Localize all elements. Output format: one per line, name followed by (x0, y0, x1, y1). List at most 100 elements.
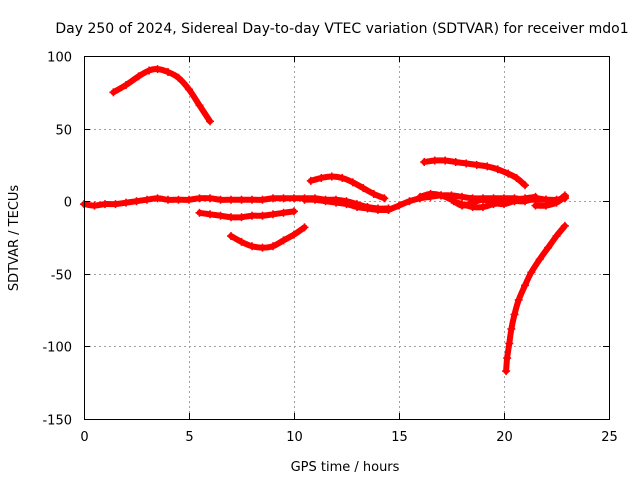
data-point (279, 194, 288, 203)
data-point (560, 192, 569, 201)
data-point (369, 189, 378, 198)
data-point (248, 242, 256, 251)
data-point (290, 230, 298, 239)
data-point (122, 81, 130, 90)
data-point (535, 255, 544, 264)
data-point (395, 201, 403, 210)
data-point (380, 194, 389, 203)
data-point (510, 310, 519, 319)
data-point (416, 192, 424, 201)
series-arc-12 (503, 222, 568, 375)
axis-ticks: 0 5 10 15 20 25 -150 -100 -50 0 50 100 (42, 51, 617, 446)
data-point (363, 204, 372, 213)
data-point (227, 195, 235, 204)
data-point (300, 195, 309, 204)
data-point (237, 213, 246, 222)
data-point (216, 195, 225, 204)
data-point (164, 195, 172, 204)
data-point (353, 203, 361, 212)
x-tick-label: 10 (286, 430, 303, 445)
data-point (258, 243, 267, 252)
data-point (560, 221, 569, 230)
data-point (426, 189, 435, 198)
x-tick-label: 20 (496, 430, 513, 445)
data-point (507, 324, 516, 333)
data-point (332, 198, 340, 207)
data-point (505, 339, 514, 348)
data-point (420, 157, 429, 166)
data-point (500, 198, 508, 207)
data-point (483, 162, 492, 171)
data-point (521, 281, 529, 290)
data-point (384, 205, 393, 214)
data-point (504, 169, 513, 178)
data-point (512, 173, 521, 182)
data-point (521, 194, 529, 203)
data-point (342, 200, 351, 209)
data-point (317, 173, 326, 182)
data-point (479, 203, 487, 212)
y-tick-label: 100 (47, 51, 72, 66)
data-point (258, 211, 267, 220)
data-point (195, 101, 204, 110)
x-tick-label: 0 (80, 430, 88, 445)
data-point (227, 213, 235, 222)
data-point (462, 159, 471, 168)
data-point (359, 184, 368, 193)
data-point (143, 195, 151, 204)
data-point (300, 223, 309, 232)
data-point (122, 198, 130, 207)
data-point (164, 67, 172, 76)
data-point (206, 194, 214, 203)
data-point (174, 195, 183, 204)
data-point (237, 195, 246, 204)
data-point (132, 197, 141, 206)
data-point (195, 194, 204, 203)
data-point (153, 65, 162, 74)
data-point (489, 200, 498, 209)
data-point (269, 194, 277, 203)
data-point (90, 201, 99, 210)
y-tick-label: 50 (55, 124, 72, 139)
data-point (101, 200, 109, 209)
data-point (134, 72, 143, 81)
data-point (321, 197, 330, 206)
data-point (441, 156, 450, 165)
x-tick-label: 25 (601, 430, 618, 445)
grid (84, 56, 609, 419)
series-arc-8 (421, 157, 528, 189)
data-point (290, 194, 298, 203)
y-tick-label: -50 (51, 269, 72, 284)
data-point (527, 268, 536, 277)
data-point (145, 66, 154, 75)
data-point (544, 243, 553, 252)
data-point (472, 160, 481, 169)
data-point (493, 165, 502, 174)
data-point (306, 176, 315, 185)
x-tick-label: 15 (391, 430, 408, 445)
data-point (311, 195, 319, 204)
series-arc-3 (196, 208, 297, 221)
series-arc-1 (110, 66, 213, 125)
data-point (111, 200, 120, 209)
data-point (521, 181, 529, 190)
data-point (290, 207, 298, 216)
y-tick-label: -100 (42, 341, 72, 356)
data-point (338, 173, 347, 182)
data-point (153, 194, 162, 203)
data-point (437, 191, 445, 200)
data-point (552, 232, 561, 241)
data-point (514, 295, 523, 304)
data-point (552, 198, 561, 207)
data-point (227, 232, 235, 241)
data-point (248, 195, 256, 204)
data-point (279, 236, 288, 245)
data-point (449, 197, 458, 206)
data-point (279, 208, 288, 217)
y-tick-label: 0 (64, 196, 72, 211)
data-point (327, 172, 336, 181)
x-tick-label: 5 (185, 430, 193, 445)
data-series (80, 65, 569, 376)
data-point (174, 73, 183, 82)
series-arc-11 (532, 193, 568, 209)
